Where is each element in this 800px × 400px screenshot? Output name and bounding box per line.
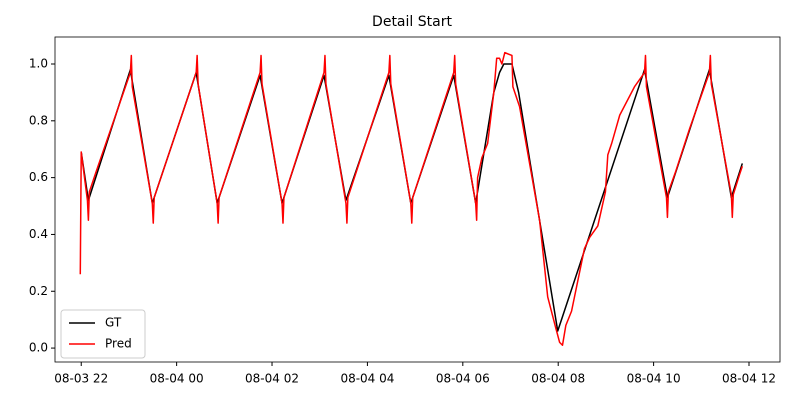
y-tick-label: 0.8: [29, 113, 48, 127]
legend-label: Pred: [105, 337, 132, 351]
y-tick-label: 0.0: [29, 341, 48, 355]
y-tick-label: 0.2: [29, 284, 48, 298]
y-tick-label: 0.4: [29, 227, 48, 241]
x-tick-label: 08-03 22: [54, 372, 108, 386]
axes-frame: [54, 36, 781, 363]
series-line: [79, 51, 744, 346]
x-tick-label: 08-04 08: [531, 372, 585, 386]
legend-box: [60, 309, 146, 359]
x-tick-label: 08-04 04: [340, 372, 394, 386]
x-tick-label: 08-04 06: [436, 372, 490, 386]
y-tick-label: 1.0: [29, 56, 48, 70]
x-tick-label: 08-04 02: [245, 372, 299, 386]
x-tick-label: 08-04 10: [627, 372, 681, 386]
y-tick-label: 0.6: [29, 170, 48, 184]
chart-title: Detail Start: [372, 14, 452, 30]
x-tick-label: 08-04 12: [722, 372, 776, 386]
x-tick-label: 08-04 00: [150, 372, 204, 386]
legend-label: GT: [105, 316, 122, 330]
